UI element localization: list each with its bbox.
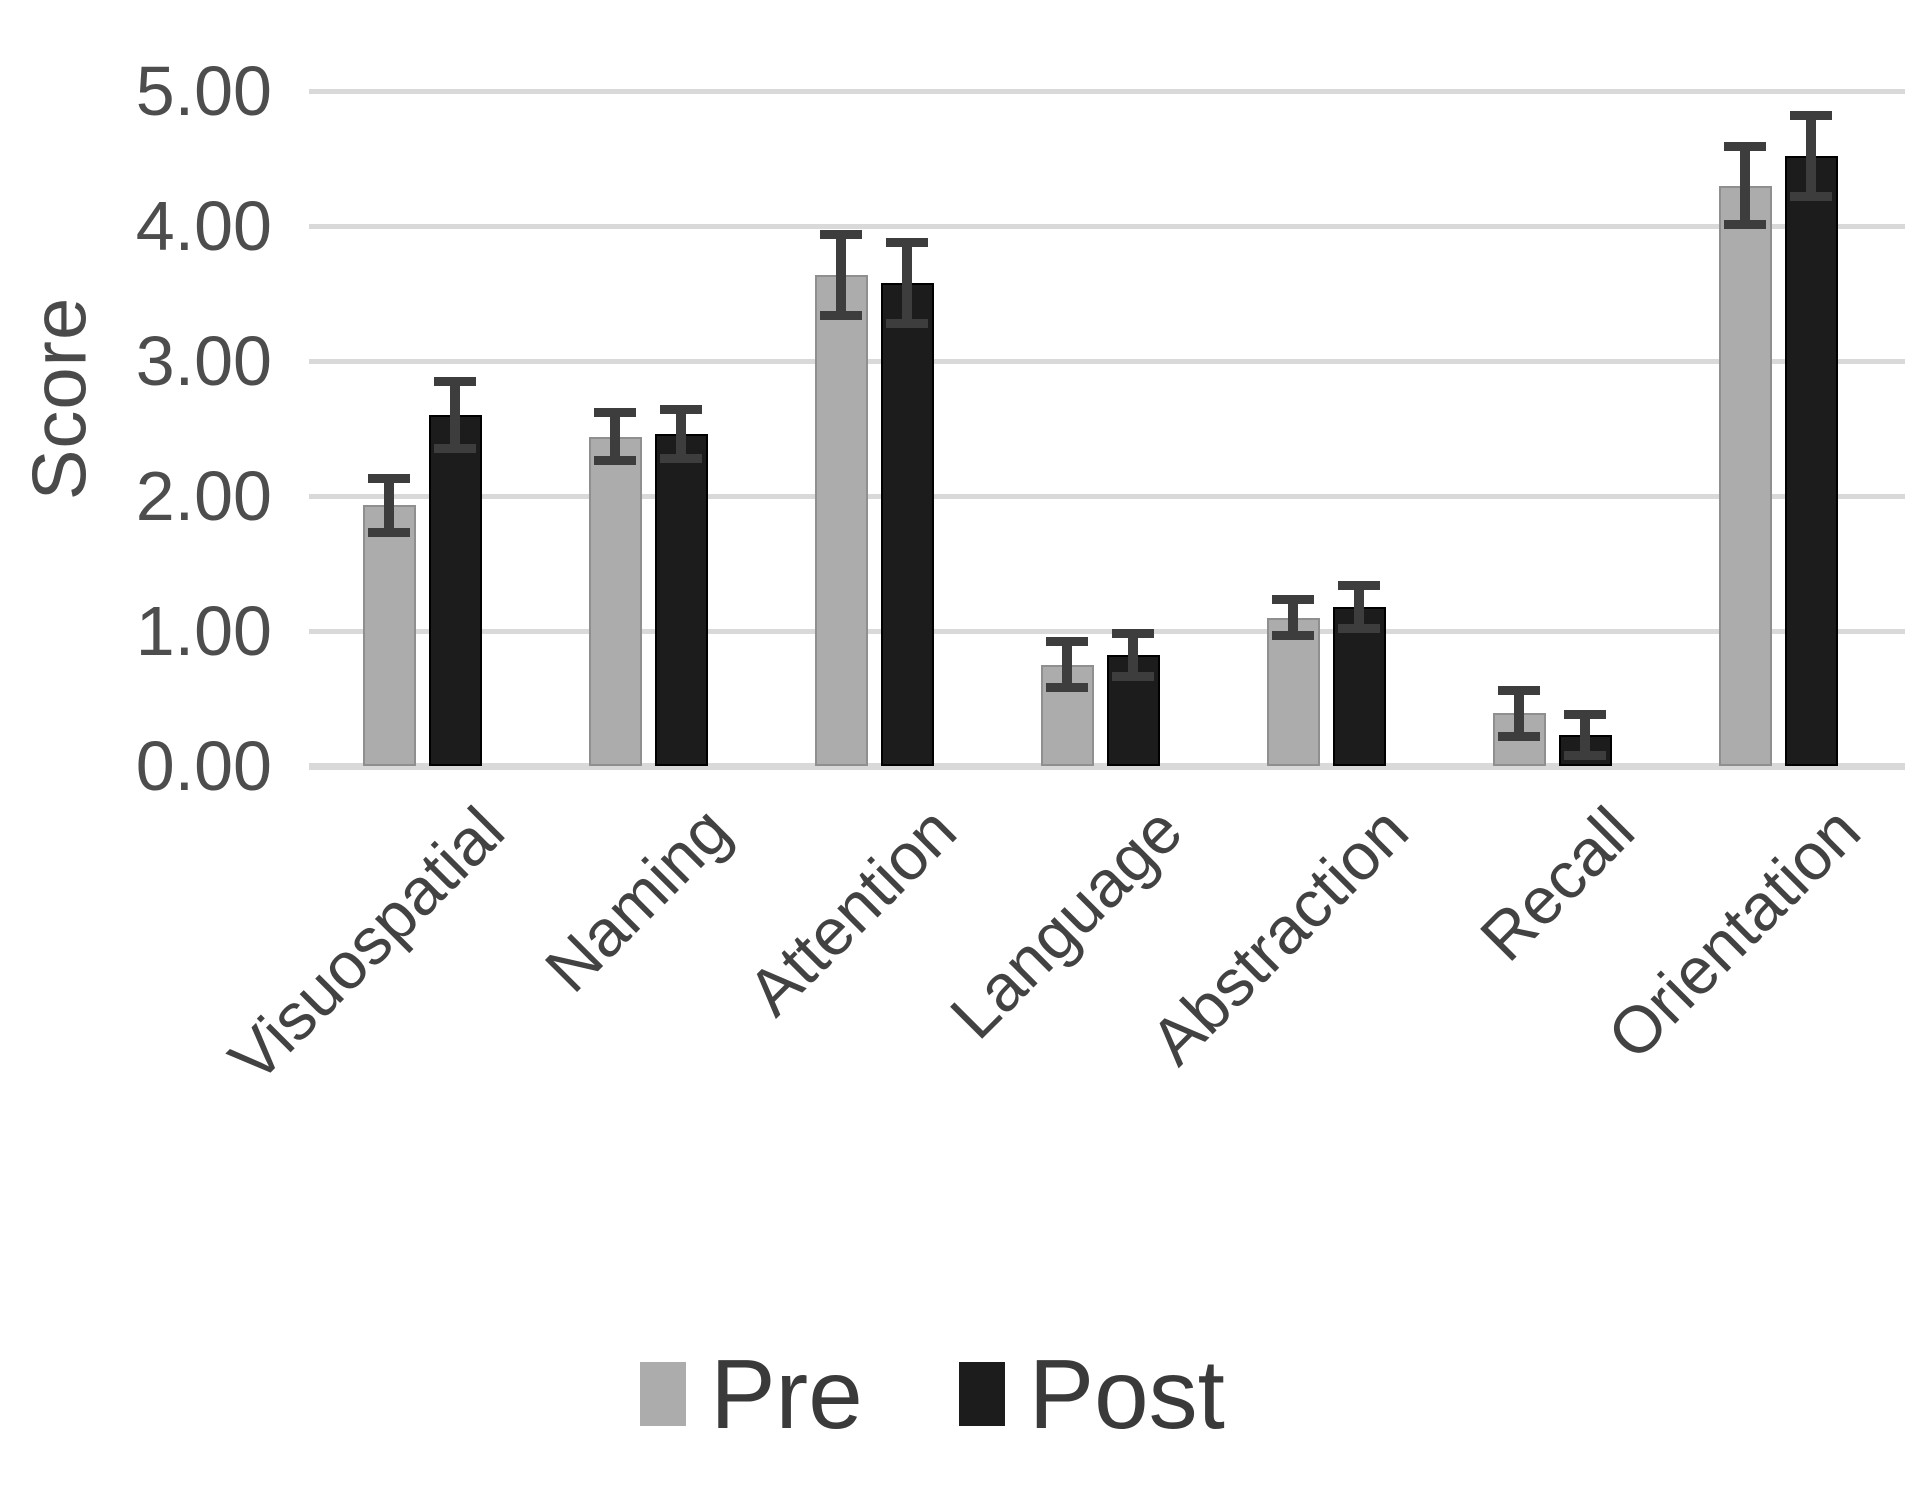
error-bar-pre-visuospatial — [384, 478, 394, 533]
gridline-4.00 — [309, 224, 1905, 229]
bar-pre-language — [1040, 664, 1094, 766]
y-tick-label-3.00: 3.00 — [135, 322, 272, 400]
error-bar-pre-naming — [610, 412, 620, 461]
error-cap-top-pre-orientation — [1724, 141, 1766, 151]
bar-pre-visuospatial — [362, 505, 416, 766]
error-cap-bottom-pre-abstraction — [1272, 630, 1314, 640]
error-cap-bottom-post-abstraction — [1338, 623, 1380, 633]
error-cap-bottom-pre-visuospatial — [368, 527, 410, 537]
error-bar-pre-orientation — [1740, 146, 1750, 225]
bar-post-naming — [654, 433, 708, 766]
bar-pre-abstraction — [1266, 617, 1320, 766]
error-bar-pre-attention — [836, 234, 846, 316]
gridline-5.00 — [309, 89, 1905, 94]
gridline-2.00 — [309, 494, 1905, 499]
error-cap-top-pre-attention — [820, 229, 862, 239]
legend-swatch-pre — [640, 1362, 687, 1426]
error-cap-bottom-post-language — [1112, 672, 1154, 682]
chart-legend: Pre Post — [0, 1345, 1865, 1443]
y-tick-label-2.00: 2.00 — [135, 457, 272, 535]
error-bar-pre-language — [1062, 641, 1072, 688]
error-cap-bottom-pre-recall — [1498, 731, 1540, 741]
error-cap-top-post-recall — [1564, 710, 1606, 720]
legend-swatch-post — [958, 1362, 1005, 1426]
error-bar-post-attention — [902, 242, 912, 324]
x-axis-line — [309, 763, 1905, 770]
gridline-1.00 — [309, 629, 1905, 634]
error-cap-top-pre-language — [1046, 637, 1088, 647]
gridline-3.00 — [309, 359, 1905, 364]
y-tick-label-1.00: 1.00 — [135, 592, 272, 670]
error-cap-bottom-post-naming — [660, 453, 702, 463]
error-cap-top-pre-naming — [594, 407, 636, 417]
bar-post-attention — [880, 282, 934, 766]
error-bar-post-orientation — [1806, 115, 1816, 197]
y-tick-label-4.00: 4.00 — [135, 187, 272, 265]
bar-pre-naming — [588, 436, 642, 766]
error-cap-bottom-pre-orientation — [1724, 220, 1766, 230]
error-bar-post-language — [1128, 633, 1138, 677]
error-cap-bottom-pre-attention — [820, 310, 862, 320]
y-tick-label-0.00: 0.00 — [135, 727, 272, 805]
error-bar-post-recall — [1580, 714, 1590, 756]
error-cap-bottom-pre-naming — [594, 456, 636, 466]
error-bar-post-abstraction — [1354, 585, 1364, 629]
legend-label-pre: Pre — [710, 1339, 863, 1449]
legend-item-pre: Pre — [640, 1345, 863, 1443]
error-cap-top-post-abstraction — [1338, 580, 1380, 590]
error-cap-top-pre-recall — [1498, 685, 1540, 695]
error-bar-post-naming — [676, 409, 686, 459]
error-cap-top-post-attention — [886, 237, 928, 247]
error-cap-top-post-language — [1112, 629, 1154, 639]
error-cap-bottom-post-visuospatial — [434, 444, 476, 454]
error-bar-pre-recall — [1514, 690, 1524, 737]
error-bar-post-visuospatial — [450, 381, 460, 449]
error-cap-top-post-visuospatial — [434, 376, 476, 386]
bar-post-visuospatial — [428, 415, 482, 766]
legend-item-post: Post — [958, 1339, 1225, 1449]
error-cap-top-post-naming — [660, 405, 702, 415]
error-cap-top-post-orientation — [1790, 110, 1832, 120]
bar-post-orientation — [1784, 155, 1838, 766]
bar-pre-orientation — [1718, 185, 1772, 766]
error-cap-bottom-pre-language — [1046, 683, 1088, 693]
error-cap-top-pre-abstraction — [1272, 595, 1314, 605]
legend-label-post: Post — [1028, 1339, 1225, 1449]
error-cap-bottom-post-attention — [886, 318, 928, 328]
error-cap-top-pre-visuospatial — [368, 473, 410, 483]
bar-pre-attention — [814, 274, 868, 766]
error-bar-pre-abstraction — [1288, 599, 1298, 636]
error-cap-bottom-post-orientation — [1790, 191, 1832, 201]
y-tick-label-5.00: 5.00 — [135, 52, 272, 130]
error-cap-bottom-post-recall — [1564, 750, 1606, 760]
